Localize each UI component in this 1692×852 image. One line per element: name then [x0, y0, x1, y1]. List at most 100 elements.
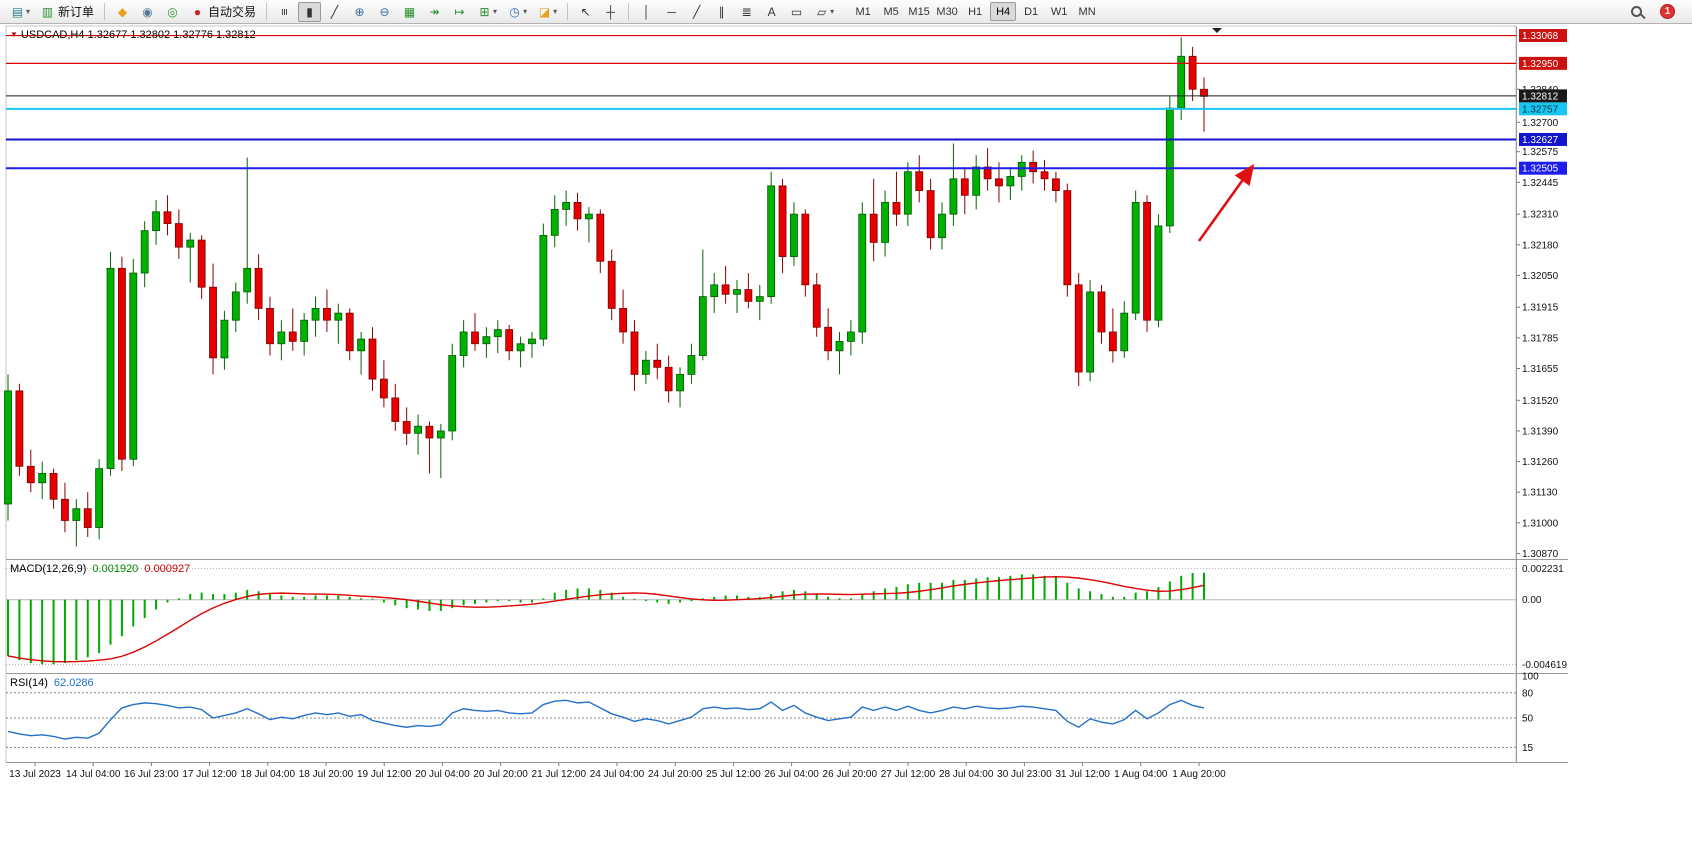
periods-button[interactable]: ◷ ▾: [503, 2, 531, 22]
chart-frame: [5, 25, 1568, 763]
channel-button[interactable]: ∥: [710, 2, 733, 22]
rsi-axis-label: 50: [1522, 714, 1534, 725]
time-axis-label: 19 Jul 12:00: [357, 769, 412, 780]
zoom-in-button[interactable]: ⊕: [348, 2, 371, 22]
timeframe-h1-button[interactable]: H1: [968, 5, 983, 18]
auto-trading-status-icon: ●: [193, 4, 202, 19]
chevron-down-icon: ▾: [830, 7, 835, 16]
notification-badge[interactable]: 1: [1660, 4, 1675, 19]
templates-button[interactable]: ◪ ▾: [533, 2, 561, 22]
chevron-down-icon: ▾: [553, 7, 558, 16]
shapes-button[interactable]: ▱ ▾: [810, 2, 838, 22]
crosshair-icon: ┼: [606, 4, 615, 19]
crosshair-button[interactable]: ┼: [599, 2, 622, 22]
price-axis-label: 1.31915: [1522, 303, 1559, 314]
rsi-axis-label: 15: [1522, 743, 1534, 754]
profile-button[interactable]: ◉: [136, 2, 159, 22]
time-axis: 13 Jul 2023 14 Jul 04:00 16 Jul 23:00 17 Ju…: [9, 762, 1226, 780]
vertical-line-icon: │: [642, 4, 651, 19]
chevron-down-icon: ▾: [523, 7, 528, 16]
time-axis-label: 26 Jul 04:00: [764, 769, 819, 780]
chart-candles-button[interactable]: ▮: [298, 1, 322, 22]
fibonacci-button[interactable]: ≣: [735, 2, 758, 22]
metaquotes-button[interactable]: ◆: [111, 2, 134, 22]
clock-icon: ◷: [509, 4, 520, 19]
time-axis-label: 25 Jul 12:00: [706, 769, 761, 780]
zoom-in-icon: ⊕: [354, 4, 365, 19]
timeframe-h4-button[interactable]: H4: [990, 2, 1017, 21]
annotations[interactable]: [1197, 163, 1255, 242]
macd-signal-value: 0.000927: [144, 563, 191, 575]
price-axis-label: 1.32445: [1522, 178, 1559, 189]
new-order-icon: ▥: [41, 4, 54, 19]
timeframe-w1-button[interactable]: W1: [1050, 5, 1068, 18]
timeframe-d1-button[interactable]: D1: [1024, 5, 1039, 18]
toolbar-separator: [567, 3, 569, 20]
horizontal-line-button[interactable]: ─: [660, 2, 683, 22]
timeframe-m1-button[interactable]: M1: [855, 5, 871, 18]
macd-panel: 0.002231 0.00 -0.004619: [6, 564, 1567, 671]
rsi-line: [7, 699, 1205, 740]
new-chart-button[interactable]: ▤ ▾: [6, 2, 34, 22]
chart-shift-button[interactable]: ↦: [448, 2, 471, 22]
text-label-icon: ▭: [790, 4, 803, 19]
time-axis-label: 20 Jul 20:00: [473, 769, 528, 780]
rsi-panel: 100 80 50 15: [6, 672, 1539, 754]
timeframe-m5-button[interactable]: M5: [883, 5, 899, 18]
line-chart-icon: ╱: [330, 4, 339, 19]
arrow-annotation: [1197, 163, 1255, 242]
price-axis-label: 1.31000: [1522, 518, 1559, 529]
time-axis-label: 26 Jul 20:00: [823, 769, 878, 780]
trendline-button[interactable]: ╱: [685, 2, 708, 22]
price-axis-label: 1.31390: [1522, 426, 1559, 437]
price-axis-label: 1.31785: [1522, 333, 1559, 344]
price-line-label: 1.33068: [1522, 31, 1559, 42]
auto-scroll-button[interactable]: ↠: [423, 2, 446, 22]
price-axis-label: 1.32180: [1522, 240, 1559, 251]
macd-signal-line: [7, 576, 1205, 663]
cursor-icon: ↖: [580, 4, 591, 19]
time-axis-label: 16 Jul 23:00: [124, 769, 179, 780]
macd-axis-label: 0.00: [1522, 595, 1542, 606]
market-button[interactable]: ◎: [161, 2, 184, 22]
macd-axis-label: 0.002231: [1522, 564, 1564, 575]
text-button[interactable]: A: [760, 2, 783, 22]
price-axis-label: 1.32575: [1522, 147, 1559, 158]
templates-icon: ◪: [538, 4, 551, 19]
chart-line-button[interactable]: ╱: [323, 2, 346, 22]
chart-bars-button[interactable]: ≡: [273, 2, 296, 22]
text-label-button[interactable]: ▭: [785, 2, 808, 22]
rsi-axis-label: 80: [1522, 688, 1534, 699]
profile-icon: ◉: [142, 4, 153, 19]
time-axis-label: 1 Aug 20:00: [1172, 769, 1226, 780]
macd-label: MACD(12,26,9) 0.001920 0.000927: [10, 563, 190, 575]
indicators-button[interactable]: ⊞ ▾: [473, 2, 501, 22]
new-chart-icon: ▤: [11, 4, 24, 19]
search-icon[interactable]: [1631, 6, 1642, 17]
time-axis-label: 18 Jul 04:00: [241, 769, 296, 780]
chart-canvas[interactable]: 1.328401.327001.325751.324451.323101.321…: [0, 0, 1692, 805]
time-axis-label: 20 Jul 04:00: [415, 769, 470, 780]
timeframe-m30-button[interactable]: M30: [936, 5, 958, 18]
vertical-line-button[interactable]: │: [635, 2, 658, 22]
macd-axis-label: -0.004619: [1522, 660, 1567, 671]
auto-trading-button[interactable]: ● 自动交易: [186, 2, 260, 22]
rsi-axis-label: 100: [1522, 672, 1539, 683]
bar-chart-icon: ≡: [277, 7, 292, 15]
price-axis-label: 1.32700: [1522, 118, 1559, 129]
price-axis-label: 1.30870: [1522, 549, 1559, 560]
price-axis-label: 1.31260: [1522, 457, 1559, 468]
auto-scroll-icon: ↠: [429, 4, 440, 19]
price-axis-label: 1.32310: [1522, 210, 1559, 221]
new-order-button[interactable]: ▥ 新订单: [36, 2, 98, 22]
zoom-out-button[interactable]: ⊖: [373, 2, 396, 22]
macd-name: MACD(12,26,9): [10, 563, 87, 575]
time-axis-label: 1 Aug 04:00: [1114, 769, 1168, 780]
tile-windows-button[interactable]: ▦: [398, 2, 421, 22]
timeframe-m15-button[interactable]: M15: [908, 5, 930, 18]
cursor-button[interactable]: ↖: [574, 2, 597, 22]
market-icon: ◎: [167, 4, 178, 19]
timeframe-mn-button[interactable]: MN: [1078, 5, 1096, 18]
horizontal-line-objects[interactable]: [6, 34, 1516, 170]
